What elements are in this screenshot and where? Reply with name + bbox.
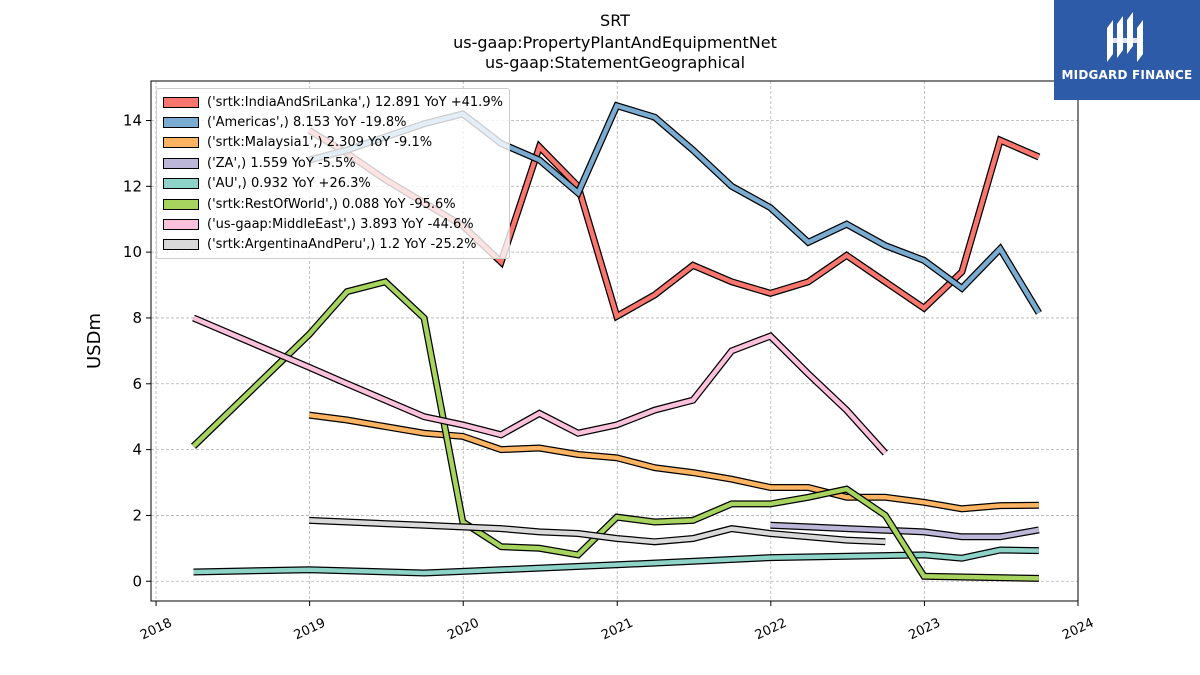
- x-tick-label: 2019: [292, 616, 328, 644]
- legend-swatch: [163, 239, 199, 251]
- brand-name: MIDGARD FINANCE: [1061, 68, 1193, 82]
- y-axis: 0 2 4 6 8 10 12 14: [123, 111, 151, 590]
- legend-swatch: [163, 157, 199, 169]
- series-lines: [191, 101, 1042, 582]
- legend-label: ('srtk:RestOfWorld',) 0.088 YoY -95.6%: [207, 196, 456, 212]
- legend-label: ('srtk:IndiaAndSriLanka',) 12.891 YoY +4…: [207, 94, 503, 110]
- legend-entry: ('us-gaap:MiddleEast',) 3.893 YoY -44.6%: [163, 214, 503, 234]
- legend-entry: ('ZA',) 1.559 YoY -5.5%: [163, 153, 503, 173]
- series-stroke-3: [770, 523, 1040, 540]
- x-tick-label: 2023: [906, 616, 942, 644]
- series-outline-6: [192, 314, 888, 456]
- series-stroke-5: [191, 279, 1039, 581]
- legend-entry: ('AU',) 0.932 YoY +26.3%: [163, 174, 503, 194]
- legend-label: ('srtk:Malaysia1',) 2.309 YoY -9.1%: [207, 135, 433, 151]
- chart-subtitle-1: us-gaap:PropertyPlantAndEquipmentNet: [453, 33, 777, 52]
- legend-label: ('AU',) 0.932 YoY +26.3%: [207, 176, 371, 192]
- legend-swatch: [163, 117, 199, 129]
- plot-frame: [150, 80, 1079, 602]
- series-outline-2: [308, 411, 1039, 513]
- series-stroke-2: [308, 412, 1039, 512]
- x-tick-label: 2018: [138, 616, 174, 644]
- legend-swatch: [163, 219, 199, 231]
- series-stroke-7: [309, 518, 886, 545]
- chart-title: SRT: [600, 11, 630, 30]
- y-tick-label: 14: [123, 111, 142, 129]
- legend-swatch: [163, 198, 199, 210]
- legend-swatch: [163, 96, 199, 108]
- brand-logo: MIDGARD FINANCE: [1054, 0, 1200, 100]
- legend-entry: ('srtk:Malaysia1',) 2.309 YoY -9.1%: [163, 133, 503, 153]
- legend-label: ('Americas',) 8.153 YoY -19.8%: [207, 115, 407, 131]
- legend-label: ('srtk:ArgentinaAndPeru',) 1.2 YoY -25.2…: [207, 237, 477, 253]
- series-line-7: [309, 516, 886, 546]
- y-tick-label: 0: [132, 572, 142, 590]
- legend-entry: ('srtk:RestOfWorld',) 0.088 YoY -95.6%: [163, 194, 503, 214]
- series-line-3: [770, 521, 1040, 541]
- x-tick-label: 2021: [599, 616, 635, 644]
- legend-label: ('ZA',) 1.559 YoY -5.5%: [207, 155, 356, 171]
- x-tick-label: 2022: [753, 616, 789, 644]
- y-tick-label: 2: [132, 506, 142, 524]
- y-tick-label: 12: [123, 177, 142, 195]
- series-stroke-4: [193, 547, 1039, 576]
- y-tick-label: 6: [132, 375, 142, 393]
- chart-legend: ('srtk:IndiaAndSriLanka',) 12.891 YoY +4…: [156, 88, 510, 260]
- series-line-5: [191, 277, 1039, 582]
- legend-entry: ('Americas',) 8.153 YoY -19.8%: [163, 112, 503, 132]
- y-tick-label: 8: [132, 309, 142, 327]
- series-line-4: [193, 546, 1039, 577]
- legend-entry: ('srtk:ArgentinaAndPeru',) 1.2 YoY -25.2…: [163, 235, 503, 255]
- midgard-logo-icon: [1107, 12, 1143, 62]
- series-line-2: [308, 411, 1039, 513]
- series-stroke-6: [192, 315, 887, 455]
- x-tick-label: 2024: [1060, 616, 1096, 644]
- x-axis: 2018 2019 2020 2021 2022 2023 2024: [138, 601, 1096, 643]
- legend-entry: ('srtk:IndiaAndSriLanka',) 12.891 YoY +4…: [163, 92, 503, 112]
- legend-swatch: [163, 178, 199, 190]
- legend-label: ('us-gaap:MiddleEast',) 3.893 YoY -44.6%: [207, 217, 474, 233]
- legend-swatch: [163, 137, 199, 149]
- x-tick-label: 2020: [445, 616, 481, 644]
- y-tick-label: 10: [123, 243, 142, 261]
- y-axis-label: USDm: [84, 313, 105, 369]
- series-line-6: [192, 314, 888, 456]
- y-tick-label: 4: [132, 441, 142, 459]
- chart-subtitle-2: us-gaap:StatementGeographical: [484, 53, 746, 72]
